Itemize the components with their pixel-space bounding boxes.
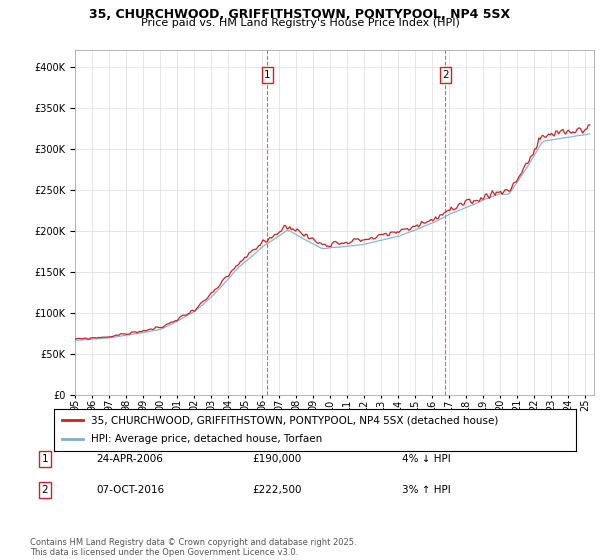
- Text: 24-APR-2006: 24-APR-2006: [96, 454, 163, 464]
- Text: £222,500: £222,500: [252, 485, 302, 495]
- Text: 1: 1: [264, 70, 271, 80]
- Text: Price paid vs. HM Land Registry's House Price Index (HPI): Price paid vs. HM Land Registry's House …: [140, 18, 460, 28]
- Text: 4% ↓ HPI: 4% ↓ HPI: [402, 454, 451, 464]
- Text: Contains HM Land Registry data © Crown copyright and database right 2025.
This d: Contains HM Land Registry data © Crown c…: [30, 538, 356, 557]
- Text: 35, CHURCHWOOD, GRIFFITHSTOWN, PONTYPOOL, NP4 5SX: 35, CHURCHWOOD, GRIFFITHSTOWN, PONTYPOOL…: [89, 8, 511, 21]
- Text: 2: 2: [41, 485, 49, 495]
- Text: 3% ↑ HPI: 3% ↑ HPI: [402, 485, 451, 495]
- Text: £190,000: £190,000: [252, 454, 301, 464]
- Text: 1: 1: [41, 454, 49, 464]
- Text: 07-OCT-2016: 07-OCT-2016: [96, 485, 164, 495]
- Text: 35, CHURCHWOOD, GRIFFITHSTOWN, PONTYPOOL, NP4 5SX (detached house): 35, CHURCHWOOD, GRIFFITHSTOWN, PONTYPOOL…: [91, 415, 498, 425]
- Text: 2: 2: [442, 70, 449, 80]
- Text: HPI: Average price, detached house, Torfaen: HPI: Average price, detached house, Torf…: [91, 435, 322, 445]
